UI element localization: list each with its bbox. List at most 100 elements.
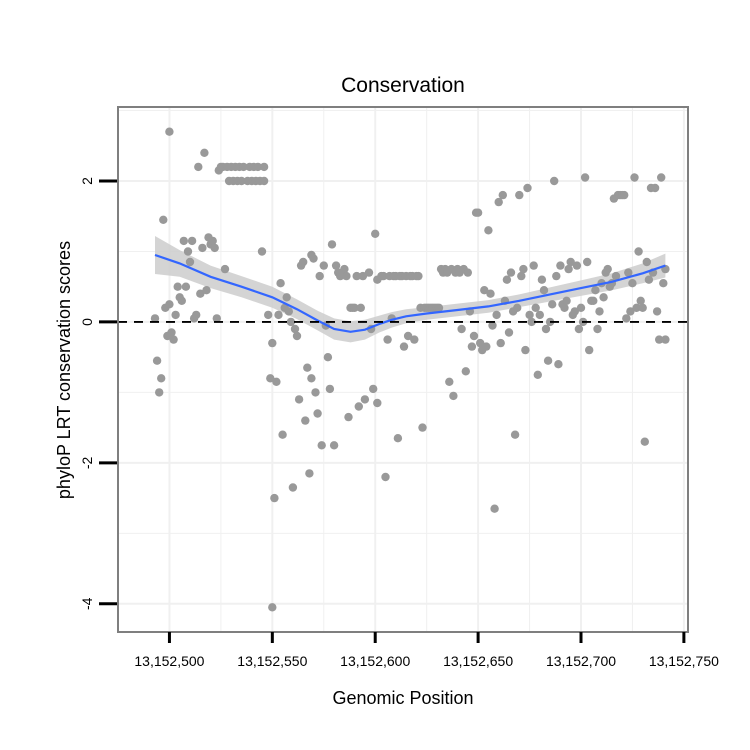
data-point <box>286 317 296 327</box>
data-point <box>626 307 635 316</box>
data-point <box>198 243 207 253</box>
data-point <box>313 409 322 418</box>
data-point <box>504 328 514 337</box>
data-point <box>410 335 419 344</box>
data-point <box>327 240 337 249</box>
data-point <box>194 162 203 172</box>
data-point <box>268 603 277 612</box>
data-point <box>659 279 668 288</box>
data-point <box>307 374 316 383</box>
data-point <box>510 430 520 439</box>
data-point <box>383 335 392 344</box>
data-point <box>603 264 612 274</box>
data-point <box>543 356 553 365</box>
data-point <box>535 310 544 320</box>
data-point <box>202 286 211 295</box>
data-point <box>311 388 320 397</box>
data-point <box>640 437 649 446</box>
data-point <box>364 268 374 277</box>
data-point <box>655 335 664 344</box>
data-point <box>196 289 205 298</box>
data-point <box>356 303 365 312</box>
data-point <box>457 324 466 334</box>
data-point <box>268 338 277 348</box>
data-point <box>399 342 409 351</box>
data-point <box>165 300 174 309</box>
chart-title: Conservation <box>341 74 465 97</box>
data-point <box>371 229 380 238</box>
data-point <box>150 314 160 323</box>
data-point <box>533 370 542 379</box>
data-point <box>259 162 269 172</box>
data-point <box>593 324 602 334</box>
plot-panel <box>118 107 688 632</box>
data-point <box>585 345 594 355</box>
data-point <box>552 271 561 281</box>
data-point <box>317 441 326 450</box>
data-point <box>212 314 221 323</box>
y-tick-label: -2 <box>79 456 95 469</box>
data-point <box>274 310 283 320</box>
data-point <box>288 483 298 492</box>
data-point <box>642 257 651 267</box>
data-point <box>650 183 660 193</box>
data-point <box>264 310 273 320</box>
data-point <box>661 335 670 344</box>
data-point <box>611 271 621 281</box>
data-point <box>303 363 312 372</box>
data-point <box>628 279 637 288</box>
data-point <box>360 395 370 404</box>
data-point <box>181 282 191 291</box>
data-point <box>636 296 645 305</box>
data-point <box>583 257 592 267</box>
data-point <box>539 286 549 295</box>
data-point <box>187 236 197 246</box>
data-point <box>473 208 483 217</box>
data-point <box>580 173 590 182</box>
data-point <box>657 173 666 182</box>
data-point <box>461 367 470 376</box>
data-point <box>566 257 575 267</box>
data-point <box>155 388 164 397</box>
data-point <box>490 504 499 513</box>
data-point <box>529 261 538 270</box>
data-point <box>572 261 582 270</box>
data-point <box>192 310 201 320</box>
data-point <box>486 289 495 298</box>
data-point <box>494 197 503 207</box>
data-point <box>548 300 557 309</box>
data-point <box>239 162 248 172</box>
data-point <box>276 279 285 288</box>
data-point <box>541 324 551 334</box>
data-point <box>210 243 219 253</box>
data-point <box>467 342 477 351</box>
data-point <box>519 264 528 274</box>
data-point <box>319 261 328 270</box>
data-point <box>638 303 647 312</box>
data-point <box>476 338 485 348</box>
data-point <box>498 190 507 200</box>
data-point <box>434 303 444 312</box>
data-point <box>525 310 534 320</box>
y-tick-label: -4 <box>79 597 95 610</box>
data-point <box>556 261 565 270</box>
data-point <box>521 345 530 355</box>
data-point <box>253 162 263 172</box>
smooth-line-group <box>154 253 666 333</box>
data-point <box>309 254 318 263</box>
data-point <box>554 360 563 369</box>
data-point <box>165 127 174 136</box>
data-point <box>350 303 359 312</box>
data-point <box>369 384 378 394</box>
data-point <box>373 398 382 408</box>
data-point <box>344 412 353 422</box>
data-point <box>622 314 631 323</box>
data-point <box>171 310 180 320</box>
data-point <box>292 331 302 341</box>
data-point <box>632 303 641 312</box>
data-point <box>299 257 308 267</box>
data-point <box>257 247 267 256</box>
data-point <box>354 402 363 411</box>
data-point <box>290 324 300 334</box>
data-point <box>342 271 351 281</box>
